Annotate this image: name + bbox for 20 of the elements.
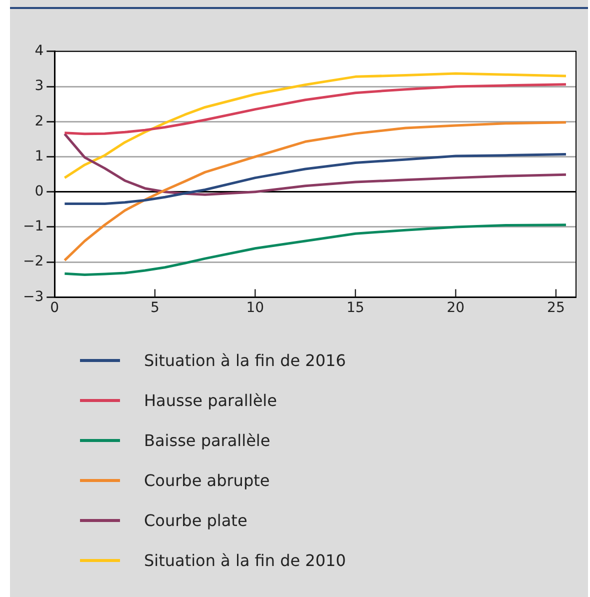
- legend-label: Baisse parallèle: [144, 430, 270, 450]
- y-tick-label: 4: [34, 43, 44, 60]
- legend-label: Courbe plate: [144, 510, 248, 530]
- legend-label: Situation à la fin de 2016: [144, 350, 346, 370]
- x-tick-label: 20: [446, 300, 465, 316]
- x-tick-label: 0: [50, 300, 60, 316]
- x-tick-label: 10: [246, 300, 264, 316]
- legend-label: Courbe abrupte: [144, 470, 270, 490]
- y-tick-label: 2: [34, 113, 44, 130]
- y-tick-label: −2: [22, 254, 44, 270]
- y-tick-label: −1: [22, 218, 44, 235]
- x-tick-label: 5: [150, 300, 160, 316]
- legend-label: Hausse parallèle: [144, 390, 277, 410]
- y-tick-label: 3: [34, 78, 44, 94]
- x-tick-label: 15: [346, 300, 364, 316]
- y-tick-label: 0: [34, 184, 44, 200]
- y-tick-label: −3: [22, 288, 44, 305]
- legend-label: Situation à la fin de 2010: [144, 550, 346, 570]
- x-tick-label: 25: [547, 300, 565, 316]
- y-tick-label: 1: [34, 148, 44, 164]
